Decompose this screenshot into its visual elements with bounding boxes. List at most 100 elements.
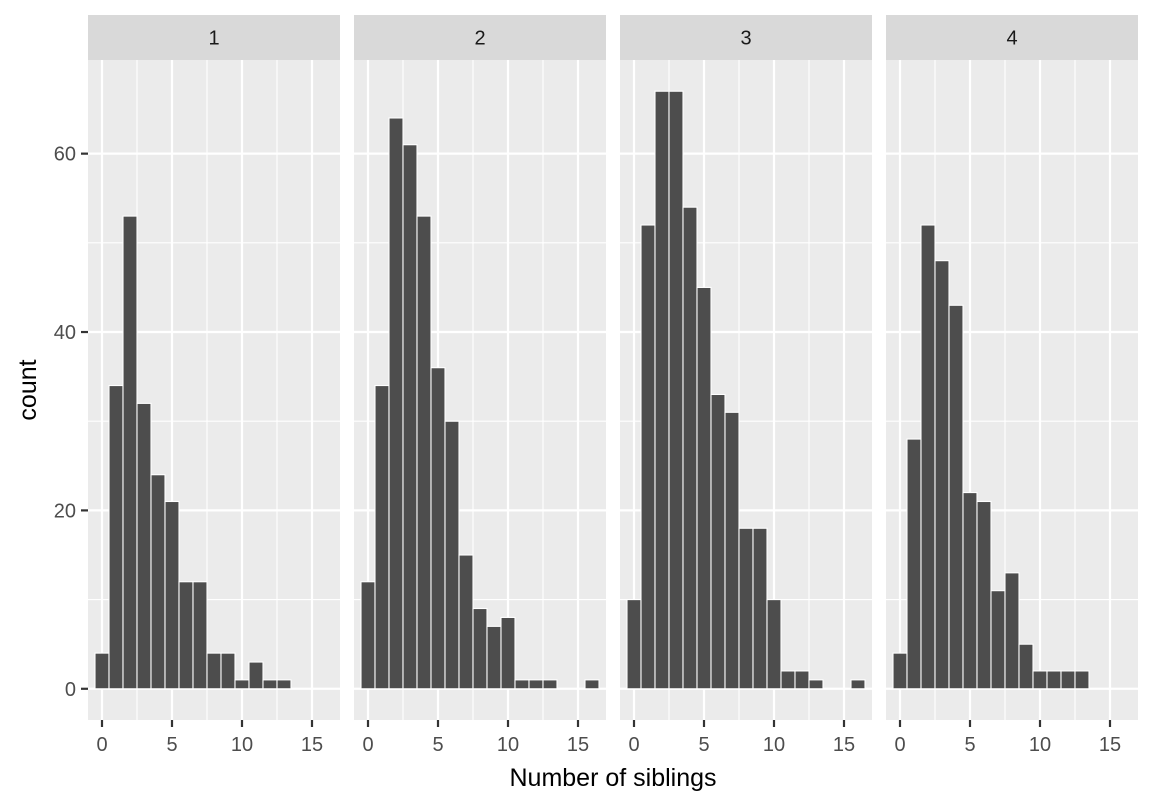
histogram-bar [1060,670,1076,690]
histogram-bar [682,206,698,690]
x-tick-label: 10 [1029,734,1051,756]
x-axis-3: 0 5 10 15 [628,720,855,756]
histogram-bar [136,402,152,690]
histogram-bar [276,679,292,690]
histogram-bar [1018,643,1034,690]
facet-strip [88,15,340,60]
histogram-bar [654,90,670,690]
histogram-bar [514,679,530,690]
histogram-bar [668,90,684,690]
histogram-bar [934,260,950,690]
x-tick-label: 15 [567,734,589,756]
histogram-bar [948,304,964,690]
x-tick-label: 0 [362,734,373,756]
histogram-bar [808,679,824,690]
histogram-bar [444,420,460,690]
histogram-bar [1032,670,1048,690]
x-tick-label: 10 [231,734,253,756]
y-tick-label: 60 [54,144,76,166]
histogram-bar [724,411,740,690]
histogram-bar [962,492,978,690]
x-axis-title: Number of siblings [509,764,716,792]
histogram-bar [472,607,488,690]
x-axis-1: 0 5 10 15 [96,720,323,756]
histogram-bar [234,679,250,690]
histogram-bar [458,554,474,690]
histogram-bar [794,670,810,690]
y-axis: 0 20 40 60 [54,144,88,701]
histogram-bar [402,144,418,690]
histogram-bar [500,616,516,690]
x-tick-label: 5 [964,734,975,756]
x-axes: 0 5 10 15 0 5 10 15 0 5 10 15 0 5 10 15 [96,720,1121,756]
facet-strip-label: 4 [1006,28,1017,50]
y-tick-label: 0 [65,679,76,701]
facet-strip-label: 1 [208,28,219,50]
histogram-bar [164,500,180,690]
histogram-bar [696,286,712,690]
x-tick-label: 15 [833,734,855,756]
facet-strip [354,15,606,60]
histogram-bar [850,679,866,690]
facet-panel-2: 2 [354,15,606,720]
histogram-bar [738,527,754,690]
histogram-bar [640,224,656,690]
x-tick-label: 0 [628,734,639,756]
histogram-bar [1074,670,1090,690]
histogram-bar [262,679,278,690]
histogram-bar [430,367,446,690]
x-tick-label: 10 [497,734,519,756]
histogram-bar [122,215,138,690]
histogram-bar [892,652,908,690]
histogram-bar [150,474,166,690]
histogram-bar [990,590,1006,690]
histogram-bar [360,581,376,690]
histogram-bar [752,527,768,690]
histogram-bar [920,224,936,690]
histogram-bar [766,599,782,690]
y-tick-label: 20 [54,500,76,522]
facet-panel-3: 3 [620,15,872,720]
facet-panel-4: 4 [886,15,1138,720]
facet-strip-label: 3 [740,28,751,50]
histogram-bar [206,652,222,690]
facet-strip-label: 2 [474,28,485,50]
histogram-bar [976,500,992,690]
histogram-bar [248,661,264,690]
facet-strip [620,15,872,60]
histogram-bar [1046,670,1062,690]
x-tick-label: 0 [96,734,107,756]
x-axis-2: 0 5 10 15 [362,720,589,756]
y-axis-title: count [14,359,42,420]
y-tick-label: 40 [54,322,76,344]
facet-strip [886,15,1138,60]
histogram-bar [416,215,432,690]
histogram-bar [584,679,600,690]
histogram-bar [220,652,236,690]
histogram-bar [542,679,558,690]
x-tick-label: 5 [432,734,443,756]
x-tick-label: 5 [698,734,709,756]
histogram-bar [1004,572,1020,690]
histogram-bar [374,384,390,690]
facet-panel-1: 1 [88,15,340,720]
x-tick-label: 5 [166,734,177,756]
histogram-bar [388,117,404,690]
histogram-bar [626,599,642,690]
histogram-bar [710,393,726,690]
x-axis-4: 0 5 10 15 [894,720,1121,756]
histogram-bar [486,625,502,690]
histogram-bar [906,438,922,690]
histogram-bar [528,679,544,690]
histogram-bar [780,670,796,690]
histogram-bar [192,581,208,690]
facet-panels: 1 2 3 4 [88,15,1138,720]
histogram-bar [178,581,194,690]
histogram-bar [94,652,110,690]
x-tick-label: 15 [1099,734,1121,756]
x-tick-label: 15 [301,734,323,756]
histogram-bar [108,384,124,690]
x-tick-label: 10 [763,734,785,756]
x-tick-label: 0 [894,734,905,756]
